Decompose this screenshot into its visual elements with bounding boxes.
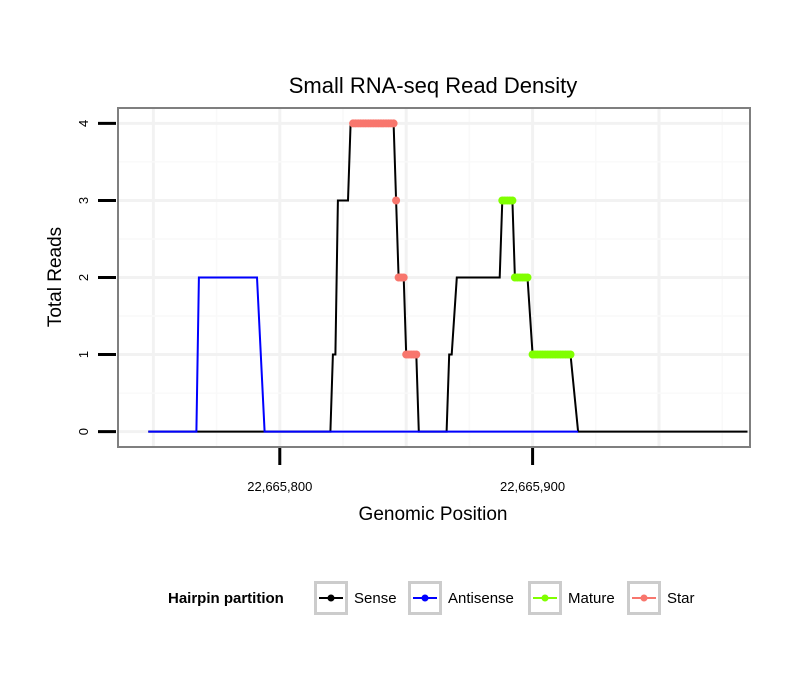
legend: Hairpin partition Sense Antisense Mature St…: [168, 581, 695, 615]
data-layer: [148, 119, 748, 433]
y-axis-title: Total Reads: [45, 227, 66, 327]
legend-item-antisense: Antisense: [408, 581, 514, 615]
chart-title: Small RNA-seq Read Density: [289, 73, 578, 98]
x-axis-title: Genomic Position: [359, 504, 508, 525]
legend-key-point: [541, 594, 549, 602]
legend-key-point: [327, 594, 335, 602]
y-tick-label: 0: [76, 428, 91, 435]
y-tick-label: 4: [76, 120, 91, 127]
y-tick-label: 3: [76, 197, 91, 204]
data-point-star: [392, 196, 401, 205]
legend-title: Hairpin partition: [168, 590, 284, 607]
x-tick-label: 22,665,900: [500, 479, 565, 494]
legend-label: Star: [667, 590, 695, 607]
x-axis: 22,665,800 22,665,900: [247, 448, 565, 494]
y-tick-label: 1: [76, 351, 91, 358]
data-point-star: [389, 119, 398, 128]
series-line-antisense: [148, 276, 579, 433]
legend-key-point: [421, 594, 429, 602]
legend-label: Mature: [568, 590, 615, 607]
legend-label: Antisense: [448, 590, 514, 607]
legend-key-point: [640, 594, 648, 602]
data-point-mature: [523, 273, 532, 282]
legend-label: Sense: [354, 590, 397, 607]
legend-item-sense: Sense: [314, 581, 397, 615]
legend-item-star: Star: [627, 581, 695, 615]
data-point-star: [399, 273, 408, 282]
legend-item-mature: Mature: [528, 581, 615, 615]
data-point-star: [412, 350, 421, 359]
x-tick-label: 22,665,800: [247, 479, 312, 494]
plot-panel: [117, 107, 751, 448]
y-tick-label: 2: [76, 274, 91, 281]
y-axis: 0 1 2 3 4: [76, 120, 116, 435]
data-point-mature: [566, 350, 575, 359]
data-point-mature: [508, 196, 517, 205]
panel-border: [117, 107, 751, 448]
